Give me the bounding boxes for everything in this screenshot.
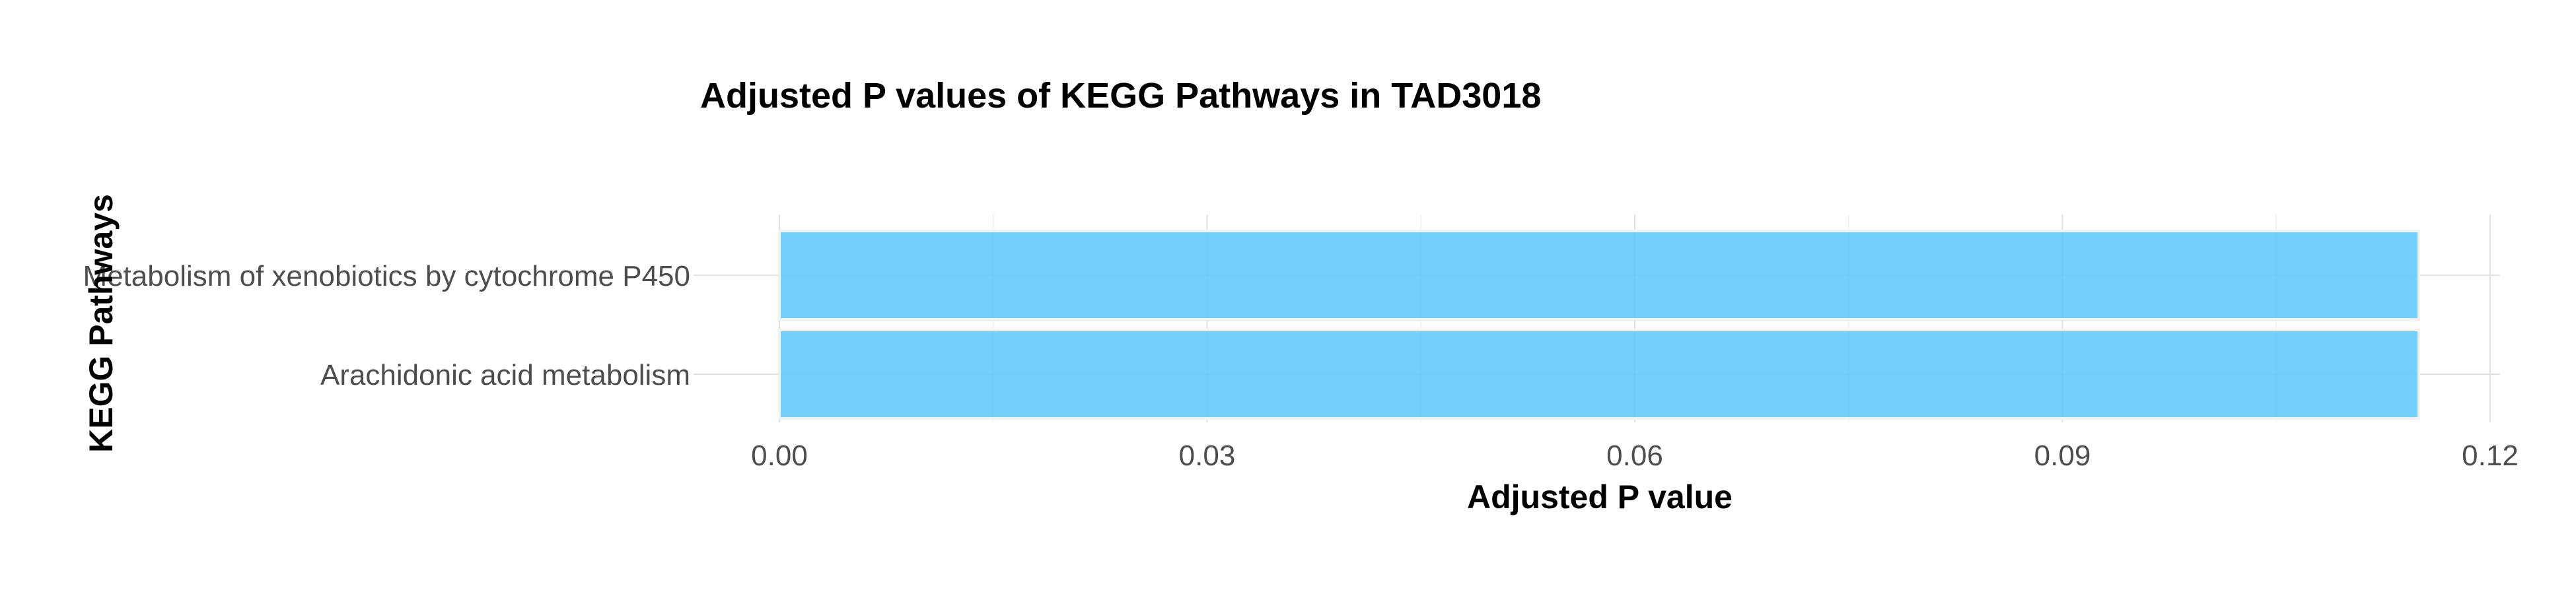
bar	[778, 230, 2421, 321]
x-tick-label: 0.00	[751, 440, 808, 472]
chart-title: Adjusted P values of KEGG Pathways in TA…	[700, 76, 1541, 116]
y-tick-label: Metabolism of xenobiotics by cytochrome …	[83, 260, 690, 292]
bars	[778, 230, 2421, 420]
x-tick-labels: 0.00 0.03 0.06 0.09 0.12	[751, 440, 2519, 472]
x-axis-title: Adjusted P value	[1467, 478, 1733, 515]
bar	[778, 329, 2421, 420]
x-tick-label: 0.12	[2462, 440, 2519, 472]
x-tick-label: 0.06	[1606, 440, 1663, 472]
x-tick-label: 0.09	[2034, 440, 2091, 472]
y-tick-labels: Metabolism of xenobiotics by cytochrome …	[83, 260, 690, 391]
x-tick-label: 0.03	[1179, 440, 1236, 472]
y-axis-title: KEGG Pathways	[83, 194, 120, 453]
y-tick-label: Arachidonic acid metabolism	[320, 359, 690, 391]
